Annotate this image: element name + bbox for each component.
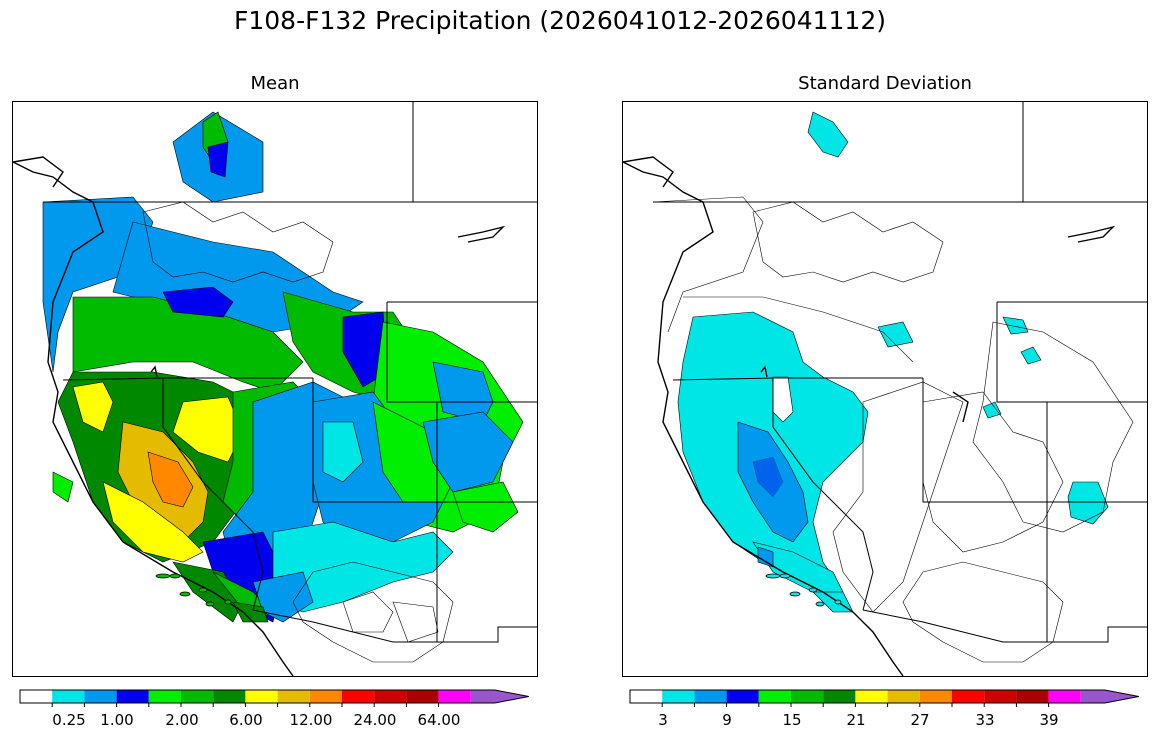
mean-colorbar-segment bbox=[181, 690, 214, 703]
std-colorbar-segment bbox=[758, 690, 791, 703]
std-colorbar-tick-label: 27 bbox=[910, 711, 930, 729]
std-colorbar-outline bbox=[629, 689, 1139, 704]
mean-colorbar-segment bbox=[84, 690, 117, 703]
mean-colorbar-segment bbox=[20, 690, 53, 703]
mean-colorbar-tick-label: 24.00 bbox=[353, 711, 397, 729]
std-boundaries bbox=[653, 102, 1147, 643]
mean-colorbar-tick-label: 1.00 bbox=[100, 711, 134, 729]
std-colorbar-segment bbox=[823, 690, 856, 703]
mean-colorbar-outline bbox=[19, 689, 529, 704]
mean-colorbar-extend-arrow bbox=[470, 690, 529, 703]
figure-title: F108-F132 Precipitation (2026041012-2026… bbox=[233, 6, 886, 35]
mean-colorbar-segment bbox=[374, 690, 407, 703]
mean-panel-title: Mean bbox=[250, 73, 300, 94]
std-colorbar-segment bbox=[1048, 690, 1081, 703]
std-colorbar bbox=[629, 689, 1140, 707]
std-colorbar-segment bbox=[984, 690, 1017, 703]
mean-colorbar-segment bbox=[116, 690, 149, 703]
std-basin-outlines bbox=[652, 196, 1134, 663]
mean-colorbar-segment bbox=[213, 690, 246, 703]
mean-colorbar-segment bbox=[52, 690, 85, 703]
mean-colorbar-segment bbox=[148, 690, 181, 703]
mean-colorbar-segment bbox=[438, 690, 471, 703]
mean-colorbar-tick-label: 0.25 bbox=[52, 711, 86, 729]
std-colorbar-segment bbox=[791, 690, 824, 703]
mean-colorbar-segment bbox=[342, 690, 375, 703]
mean-basin-outlines bbox=[142, 201, 454, 663]
std-colorbar-segment bbox=[887, 690, 920, 703]
std-colorbar-segment bbox=[726, 690, 759, 703]
std-colorbar-tick-label: 21 bbox=[846, 711, 866, 729]
std-precip-fill bbox=[677, 111, 1109, 613]
std-panel-title: Standard Deviation bbox=[798, 73, 972, 94]
std-colorbar-tick-label: 39 bbox=[1039, 711, 1059, 729]
std-colorbar-segment bbox=[662, 690, 695, 703]
std-coastline bbox=[623, 156, 1116, 676]
std-colorbar-tick-label: 3 bbox=[658, 711, 668, 729]
mean-colorbar-tick-label: 12.00 bbox=[289, 711, 333, 729]
std-colorbar-extend-arrow bbox=[1080, 690, 1139, 703]
std-map bbox=[622, 101, 1148, 677]
mean-colorbar-segment bbox=[245, 690, 278, 703]
std-colorbar-segment bbox=[694, 690, 727, 703]
std-colorbar-segment bbox=[630, 690, 663, 703]
std-colorbar-tick-label: 9 bbox=[722, 711, 732, 729]
std-colorbar-tick-label: 33 bbox=[975, 711, 995, 729]
mean-colorbar-tick-label: 2.00 bbox=[165, 711, 199, 729]
mean-coastline bbox=[13, 156, 506, 676]
std-colorbar-segment bbox=[919, 690, 952, 703]
mean-colorbar-segment bbox=[277, 690, 310, 703]
mean-islands bbox=[155, 573, 232, 607]
mean-colorbar-tick-label: 6.00 bbox=[229, 711, 263, 729]
mean-colorbar-segment bbox=[309, 690, 342, 703]
mean-colorbar-tick-label: 64.00 bbox=[417, 711, 461, 729]
mean-colorbar-segment bbox=[406, 690, 439, 703]
mean-boundaries bbox=[43, 102, 537, 643]
mean-map bbox=[12, 101, 538, 677]
std-colorbar-segment bbox=[952, 690, 985, 703]
mean-colorbar bbox=[19, 689, 530, 707]
std-colorbar-segment bbox=[1016, 690, 1049, 703]
std-colorbar-tick-label: 15 bbox=[782, 711, 802, 729]
std-colorbar-segment bbox=[855, 690, 888, 703]
std-islands bbox=[765, 573, 842, 607]
mean-precip-fill bbox=[42, 111, 524, 623]
